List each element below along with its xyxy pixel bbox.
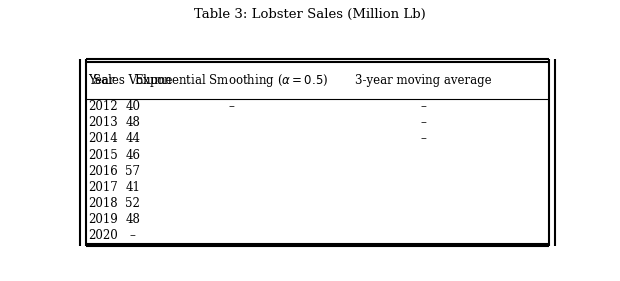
Text: 40: 40 — [125, 100, 140, 113]
Text: 2020: 2020 — [88, 229, 118, 242]
Text: –: – — [420, 100, 427, 113]
Text: –: – — [228, 100, 234, 113]
Text: –: – — [130, 229, 136, 242]
Text: Exponential Smoothing ($\alpha = 0.5$): Exponential Smoothing ($\alpha = 0.5$) — [134, 72, 329, 89]
Text: –: – — [420, 116, 427, 129]
Text: 46: 46 — [125, 148, 140, 162]
Text: 48: 48 — [125, 213, 140, 226]
Text: 2012: 2012 — [88, 100, 118, 113]
Text: 48: 48 — [125, 116, 140, 129]
Text: –: – — [420, 132, 427, 145]
Text: 2014: 2014 — [88, 132, 118, 145]
Text: Year: Year — [88, 74, 115, 87]
Text: 2017: 2017 — [88, 181, 118, 194]
Text: 44: 44 — [125, 132, 140, 145]
Text: 2018: 2018 — [88, 197, 118, 210]
Text: Sales Volume: Sales Volume — [93, 74, 172, 87]
Text: 2016: 2016 — [88, 165, 118, 178]
Text: 41: 41 — [125, 181, 140, 194]
Text: 2015: 2015 — [88, 148, 118, 162]
Text: 2019: 2019 — [88, 213, 118, 226]
Text: 2013: 2013 — [88, 116, 118, 129]
Text: 52: 52 — [125, 197, 140, 210]
Text: 57: 57 — [125, 165, 140, 178]
Text: 3-year moving average: 3-year moving average — [355, 74, 492, 87]
Text: Table 3: Lobster Sales (Million Lb): Table 3: Lobster Sales (Million Lb) — [194, 8, 426, 21]
